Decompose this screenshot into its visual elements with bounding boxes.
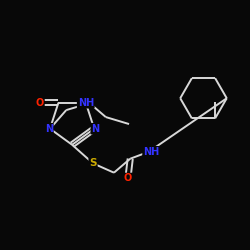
- Text: O: O: [36, 98, 44, 108]
- Text: O: O: [124, 174, 132, 184]
- Text: NH: NH: [78, 98, 94, 108]
- Text: S: S: [89, 158, 97, 168]
- Text: NH: NH: [143, 147, 159, 157]
- Text: N: N: [91, 124, 100, 134]
- Text: N: N: [45, 124, 53, 134]
